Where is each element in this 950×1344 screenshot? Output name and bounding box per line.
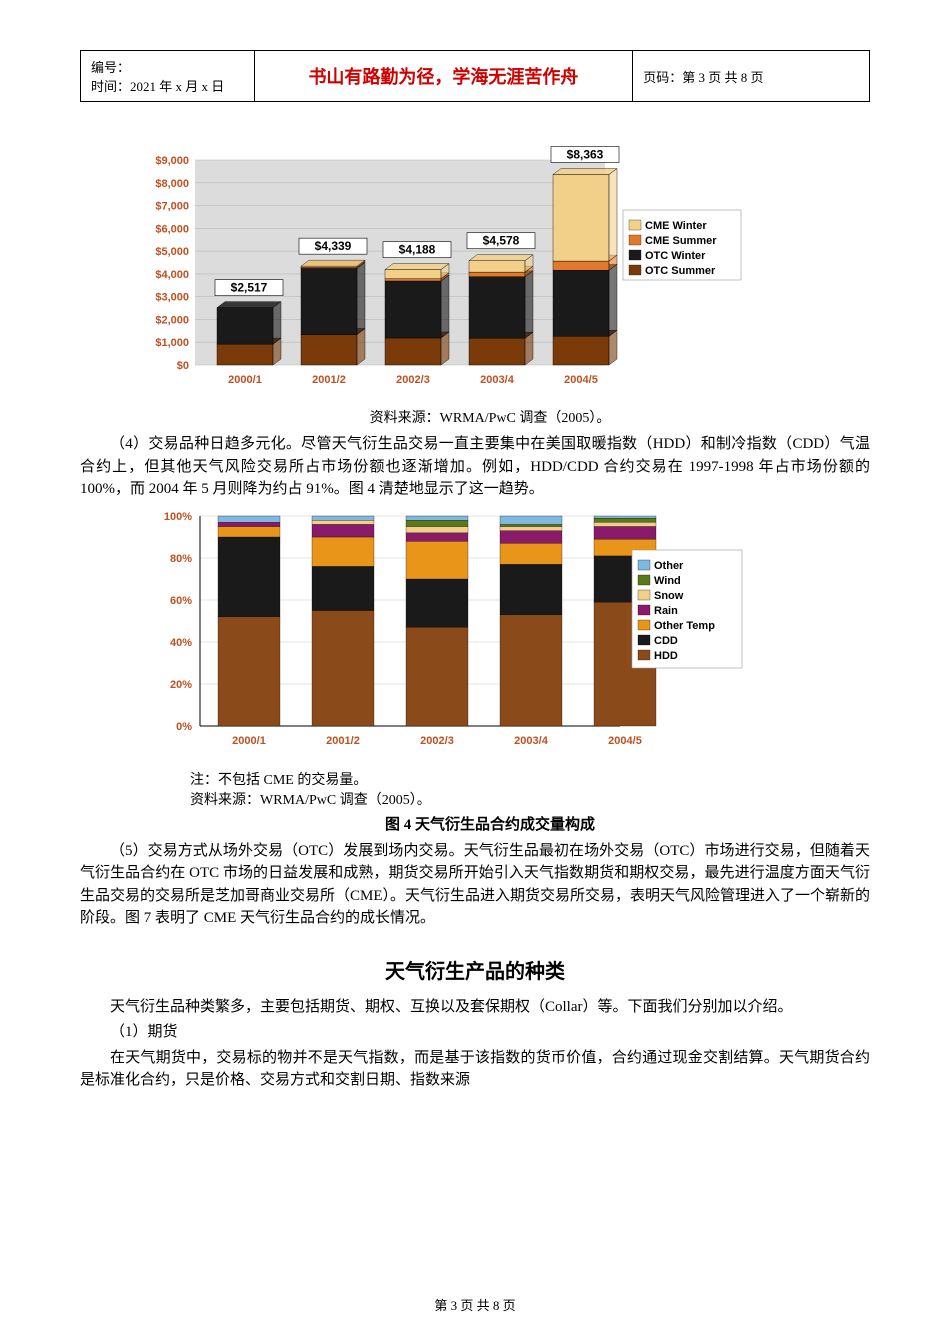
svg-text:$4,000: $4,000 bbox=[155, 269, 189, 281]
page-label: 页码：第 3 页 共 8 页 bbox=[643, 70, 763, 85]
svg-text:2002/3: 2002/3 bbox=[420, 735, 454, 747]
svg-text:2001/2: 2001/2 bbox=[312, 374, 346, 386]
chart-2: 0% 20% 40% 60% 80% 100% 2000/1 2001/2 2002/3 2003… bbox=[110, 504, 870, 834]
svg-text:$4,578: $4,578 bbox=[483, 234, 520, 248]
svg-text:Rain: Rain bbox=[654, 605, 678, 617]
section-title: 天气衍生产品的种类 bbox=[80, 955, 870, 984]
svg-text:2002/3: 2002/3 bbox=[396, 374, 430, 386]
svg-text:40%: 40% bbox=[170, 637, 192, 649]
svg-text:80%: 80% bbox=[170, 553, 192, 565]
svg-text:HDD: HDD bbox=[654, 650, 678, 662]
paragraph-intro: 天气衍生品种类繁多，主要包括期货、期权、互换以及套保期权（Collar）等。下面… bbox=[80, 996, 870, 1019]
svg-text:$8,000: $8,000 bbox=[155, 178, 189, 190]
svg-text:$0: $0 bbox=[177, 360, 189, 372]
chart-2-title: 图 4 天气衍生品合约成交量构成 bbox=[110, 813, 870, 834]
svg-text:2004/5: 2004/5 bbox=[608, 735, 642, 747]
chart-1-svg: $0 $1,000 $2,000 $3,000 $4,000 $5,000 $6,000 $7… bbox=[110, 142, 750, 402]
paragraph-5: （5）交易方式从场外交易（OTC）发展到场内交易。天气衍生品最初在场外交易（OT… bbox=[80, 840, 870, 930]
svg-text:$3,000: $3,000 bbox=[155, 292, 189, 304]
svg-text:Wind: Wind bbox=[654, 575, 681, 587]
svg-text:20%: 20% bbox=[170, 679, 192, 691]
paragraph-4: （4）交易品种日趋多元化。尽管天气衍生品交易一直主要集中在美国取暖指数（HDD）… bbox=[80, 433, 870, 501]
svg-text:2004/5: 2004/5 bbox=[564, 374, 598, 386]
svg-text:$4,339: $4,339 bbox=[315, 239, 352, 253]
svg-text:$1,000: $1,000 bbox=[155, 337, 189, 349]
paragraph-futures: 在天气期货中，交易标的物并不是天气指数，而是基于该指数的货币价值，合约通过现金交… bbox=[80, 1047, 870, 1092]
svg-text:2003/4: 2003/4 bbox=[514, 735, 549, 747]
header-cell-meta: 编号： 时间：2021 年 x 月 x 日 bbox=[81, 51, 255, 102]
svg-text:100%: 100% bbox=[164, 511, 192, 523]
chart-2-source: 资料来源：WRMA/PwC 调查（2005）。 bbox=[190, 789, 870, 809]
header-cell-pagenum: 页码：第 3 页 共 8 页 bbox=[633, 51, 870, 102]
svg-text:60%: 60% bbox=[170, 595, 192, 607]
svg-text:$7,000: $7,000 bbox=[155, 201, 189, 213]
page-header-table: 编号： 时间：2021 年 x 月 x 日 书山有路勤为径，学海无涯苦作舟 页码… bbox=[80, 50, 870, 102]
svg-text:CME Summer: CME Summer bbox=[645, 235, 717, 247]
svg-text:$2,517: $2,517 bbox=[231, 281, 268, 295]
svg-text:Other Temp: Other Temp bbox=[654, 620, 715, 632]
svg-text:2000/1: 2000/1 bbox=[228, 374, 262, 386]
svg-text:2000/1: 2000/1 bbox=[232, 735, 266, 747]
page-footer: 第 3 页 共 8 页 bbox=[0, 1295, 950, 1314]
chart-2-svg: 0% 20% 40% 60% 80% 100% 2000/1 2001/2 2002/3 2003… bbox=[110, 504, 760, 764]
svg-text:$4,188: $4,188 bbox=[399, 243, 436, 257]
svg-text:2001/2: 2001/2 bbox=[326, 735, 360, 747]
header-cell-motto: 书山有路勤为径，学海无涯苦作舟 bbox=[254, 51, 633, 102]
svg-text:CDD: CDD bbox=[654, 635, 678, 647]
svg-text:OTC Summer: OTC Summer bbox=[645, 265, 716, 277]
doc-id: 编号： bbox=[91, 57, 244, 76]
subheading-1: （1）期货 bbox=[80, 1021, 870, 1044]
chart-2-note: 注：不包括 CME 的交易量。 bbox=[190, 769, 870, 789]
svg-text:Other: Other bbox=[654, 560, 684, 572]
svg-text:$8,363: $8,363 bbox=[567, 148, 604, 162]
svg-text:0%: 0% bbox=[176, 721, 192, 733]
svg-text:OTC Winter: OTC Winter bbox=[645, 250, 706, 262]
svg-text:$2,000: $2,000 bbox=[155, 314, 189, 326]
chart-1-caption: 资料来源：WRMA/PwC 调查（2005）。 bbox=[110, 407, 870, 427]
svg-text:$6,000: $6,000 bbox=[155, 223, 189, 235]
svg-text:Snow: Snow bbox=[654, 590, 684, 602]
svg-text:2003/4: 2003/4 bbox=[480, 374, 515, 386]
chart-1: $0 $1,000 $2,000 $3,000 $4,000 $5,000 $6,000 $7… bbox=[110, 142, 870, 427]
doc-date: 时间：2021 年 x 月 x 日 bbox=[91, 76, 244, 95]
svg-text:$9,000: $9,000 bbox=[155, 155, 189, 167]
svg-text:$5,000: $5,000 bbox=[155, 246, 189, 258]
svg-text:CME Winter: CME Winter bbox=[645, 220, 707, 232]
motto-text: 书山有路勤为径，学海无涯苦作舟 bbox=[308, 67, 578, 87]
